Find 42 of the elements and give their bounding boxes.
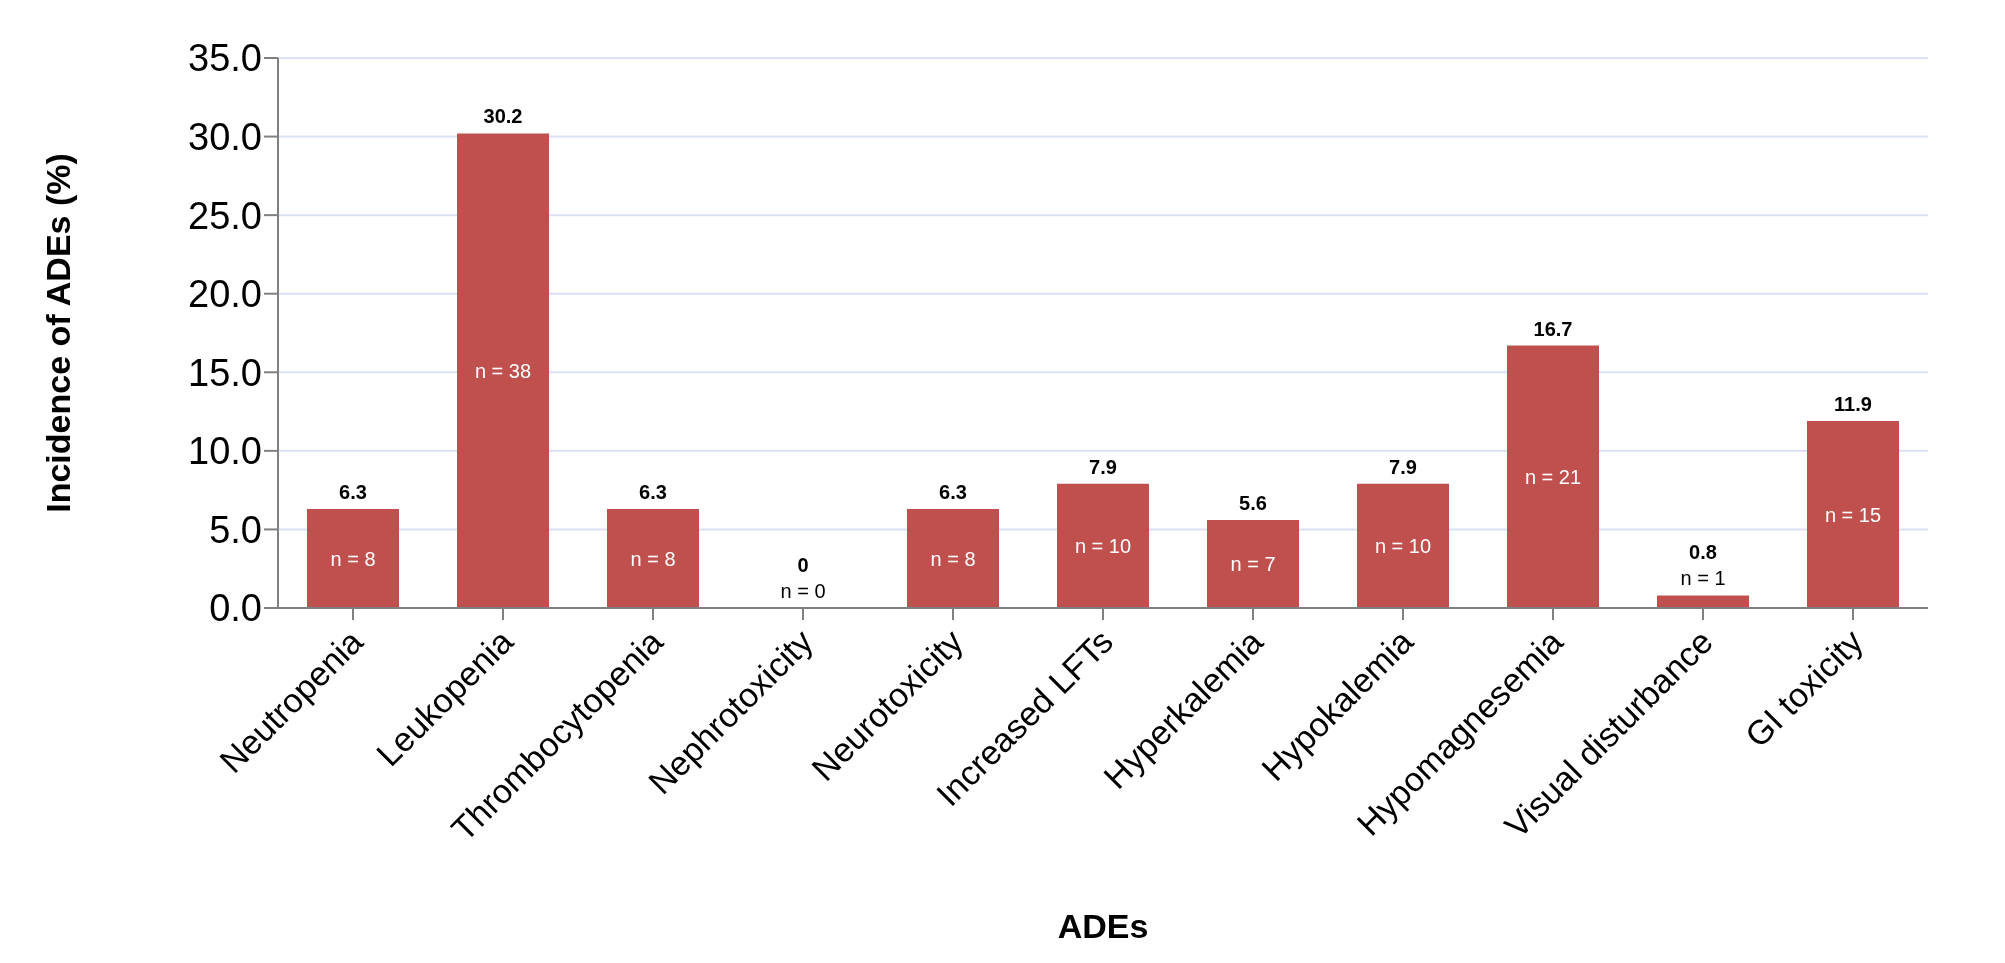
bar [1807, 421, 1899, 608]
annotation: n = 10 [1074, 534, 1132, 557]
annotation: n = 0 [780, 580, 826, 602]
bar [607, 509, 699, 608]
x-axis-title: ADEs [1057, 907, 1149, 945]
y-tick-label: 35.0 [188, 37, 262, 80]
y-tick-label: 25.0 [188, 194, 262, 237]
annotation: n = 38 [474, 359, 532, 382]
bar [457, 133, 549, 608]
bar [1657, 595, 1749, 608]
annotation: n = 21 [1524, 465, 1582, 488]
annotation: n = 8 [930, 547, 976, 570]
data-label: 16.7 [1533, 317, 1573, 340]
bar [1507, 345, 1599, 608]
data-label: 0.8 [1689, 541, 1717, 564]
bar [907, 509, 999, 608]
y-tick-label: 30.0 [188, 116, 262, 159]
data-label: 6.3 [339, 481, 367, 503]
annotation: n = 15 [1824, 503, 1882, 526]
data-label: 0 [797, 554, 809, 576]
data-label: 6.3 [939, 481, 967, 503]
y-tick-label: 20.0 [188, 273, 262, 316]
data-label: 6.3 [639, 481, 667, 503]
annotation: n = 8 [330, 547, 376, 570]
y-tick-label: 10.0 [188, 430, 262, 473]
bar [1057, 483, 1149, 608]
y-axis-title: Incidence of ADEs (%) [39, 153, 78, 513]
annotation: n = 1 [1680, 567, 1726, 590]
annotation: n = 10 [1374, 534, 1432, 557]
data-label: 7.9 [1389, 455, 1417, 478]
y-tick-label: 5.0 [209, 508, 262, 551]
data-label: 7.9 [1089, 455, 1117, 478]
y-tick-label: 0.0 [209, 587, 262, 630]
data-label: 30.2 [483, 105, 523, 128]
bar [1357, 483, 1449, 608]
bar [307, 509, 399, 608]
data-label: 11.9 [1834, 393, 1872, 415]
bar [1207, 520, 1299, 608]
data-label: 5.6 [1239, 492, 1267, 514]
annotation: n = 8 [630, 547, 676, 570]
y-tick-label: 15.0 [188, 351, 262, 394]
annotation: n = 7 [1230, 553, 1276, 575]
